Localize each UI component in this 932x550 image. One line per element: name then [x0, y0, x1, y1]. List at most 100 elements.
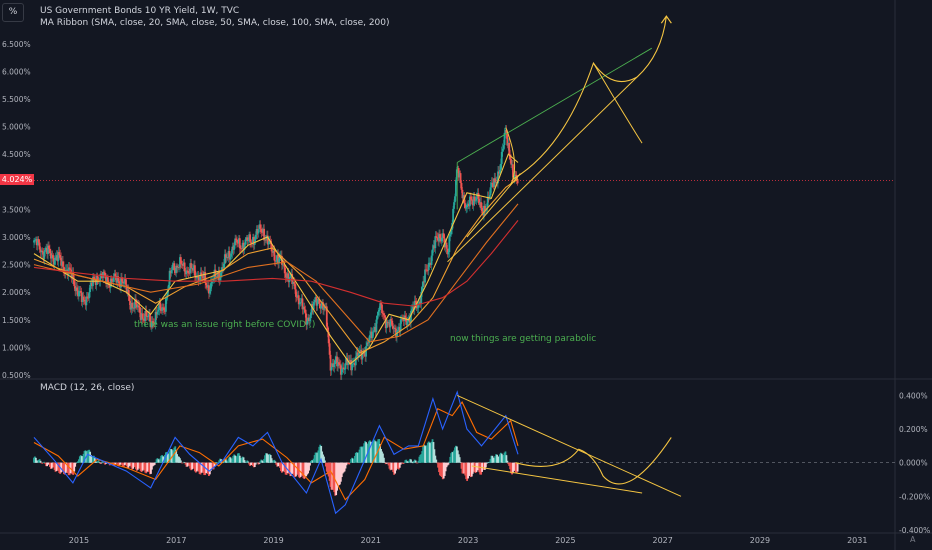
- macd-histogram-bar: [457, 454, 460, 463]
- macd-histogram-bar: [423, 444, 425, 463]
- candle-body: [388, 322, 391, 328]
- candle-body: [301, 298, 304, 310]
- candle-body: [222, 263, 225, 269]
- candle-body: [440, 238, 442, 242]
- candle-body: [349, 360, 352, 361]
- macd-histogram-bar: [120, 462, 122, 464]
- macd-histogram-bar: [74, 462, 77, 467]
- macd-histogram-bar: [363, 443, 366, 463]
- macd-histogram-bar: [402, 462, 405, 465]
- candle-body: [442, 233, 445, 239]
- candle-body: [320, 305, 323, 309]
- candle-body: [424, 269, 426, 283]
- candle-body: [235, 238, 237, 241]
- candle-body: [37, 239, 40, 243]
- macd-histogram-bar: [104, 462, 106, 465]
- macd-histogram-bar: [155, 459, 158, 463]
- candle-body: [430, 255, 433, 265]
- candle-body: [278, 258, 280, 264]
- percent-scale-button[interactable]: %: [2, 3, 24, 22]
- candle-body: [425, 269, 428, 271]
- candle-body: [493, 178, 496, 187]
- candle-body: [182, 262, 185, 266]
- macd-histogram-bar: [150, 462, 152, 474]
- macd-histogram-bar: [338, 462, 340, 486]
- macd-histogram-bar: [284, 462, 287, 475]
- macd-histogram-bar: [154, 462, 157, 463]
- price-tick-label: 1.500%: [2, 316, 31, 325]
- macd-histogram-bar: [213, 462, 216, 468]
- macd-histogram-bar: [248, 462, 251, 465]
- macd-lower-trendline: [471, 465, 643, 494]
- macd-histogram-bar: [128, 462, 131, 466]
- candle-body: [445, 242, 448, 249]
- macd-histogram-bar: [192, 462, 194, 468]
- macd-histogram-bar: [346, 462, 349, 464]
- auto-scale-button[interactable]: A: [910, 535, 916, 544]
- candle-body: [115, 275, 118, 283]
- macd-histogram-bar: [283, 462, 286, 473]
- candle-body: [159, 302, 162, 309]
- macd-histogram-bar: [354, 452, 357, 463]
- candle-body: [124, 278, 127, 285]
- candle-body: [375, 319, 378, 332]
- candle-body: [75, 287, 77, 292]
- macd-histogram-bar: [442, 462, 445, 479]
- macd-histogram-bar: [100, 462, 103, 464]
- candle-body: [501, 148, 504, 152]
- macd-histogram-bar: [134, 462, 136, 468]
- macd-histogram-bar: [204, 462, 207, 476]
- macd-histogram-bar: [44, 462, 47, 464]
- candle-body: [346, 358, 349, 365]
- candle-body: [456, 168, 459, 170]
- macd-histogram-bar: [309, 461, 312, 463]
- macd-histogram-bar: [480, 462, 483, 475]
- candle-body: [465, 207, 468, 209]
- candle-body: [53, 260, 56, 265]
- macd-histogram-bar: [138, 462, 141, 469]
- macd-histogram-bar: [335, 462, 338, 496]
- candle-body: [337, 362, 339, 367]
- macd-histogram-bar: [435, 459, 438, 463]
- macd-histogram-bar: [375, 442, 378, 463]
- macd-histogram-bar: [390, 462, 393, 470]
- candle-body: [116, 276, 119, 283]
- green-upper-trendline: [456, 47, 653, 163]
- macd-histogram-bar: [275, 462, 278, 465]
- candle-body: [186, 270, 189, 272]
- candle-body: [202, 276, 205, 279]
- macd-histogram-bar: [488, 461, 491, 463]
- macd-histogram-bar: [507, 462, 510, 465]
- macd-histogram-bar: [371, 442, 374, 463]
- macd-histogram-bar: [490, 455, 493, 463]
- candle-body: [54, 257, 57, 261]
- candle-body: [461, 189, 464, 199]
- candle-body: [401, 318, 404, 320]
- macd-histogram-bar: [389, 462, 392, 471]
- macd-histogram-bar: [193, 462, 195, 469]
- candle-body: [82, 296, 85, 301]
- macd-histogram-bar: [237, 453, 240, 463]
- candle-body: [91, 282, 93, 287]
- macd-histogram-bar: [486, 461, 489, 463]
- candle-body: [433, 245, 436, 249]
- candle-body: [347, 360, 350, 365]
- candle-body: [505, 130, 508, 135]
- candle-body: [511, 164, 513, 166]
- candle-body: [254, 234, 257, 240]
- candle-body: [143, 319, 146, 322]
- candle-body: [173, 263, 176, 271]
- candle-body: [334, 360, 337, 365]
- macd-histogram-bar: [55, 462, 58, 472]
- macd-histogram-bar: [72, 462, 75, 475]
- candle-body: [311, 303, 314, 310]
- macd-histogram-bar: [183, 462, 186, 463]
- candle-body: [405, 317, 408, 325]
- candle-body: [140, 313, 143, 320]
- candle-body: [174, 270, 177, 273]
- macd-histogram-bar: [300, 462, 303, 476]
- candle-body: [264, 239, 266, 241]
- candle-body: [251, 237, 254, 244]
- candle-body: [400, 318, 403, 320]
